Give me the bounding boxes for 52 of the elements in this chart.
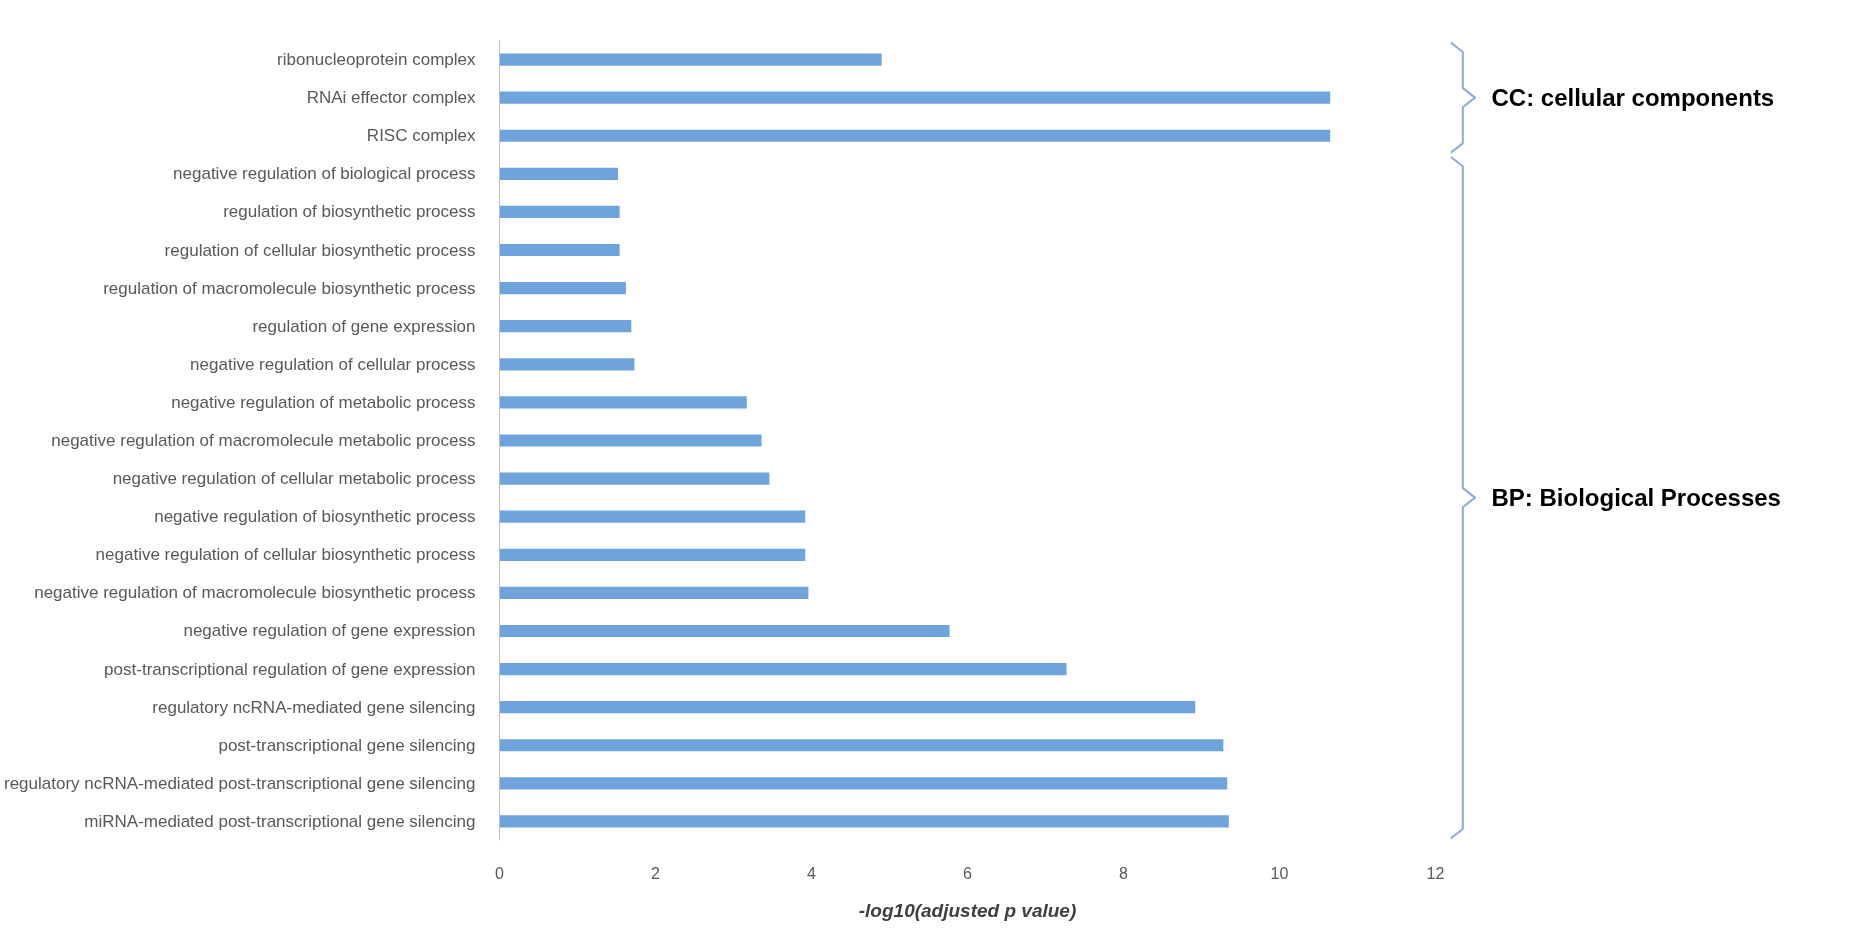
y-tick-label: RISC complex xyxy=(366,126,476,146)
x-tick-label: 0 xyxy=(495,864,505,882)
text: CC: cellular components xyxy=(1491,84,1775,112)
bar xyxy=(499,548,806,561)
y-tick-label: regulation of cellular biosynthetic process xyxy=(164,240,476,260)
bar xyxy=(499,358,635,371)
y-tick-label: post-transcriptional gene silencing xyxy=(218,735,476,755)
x-tick-label: 6 xyxy=(963,864,973,882)
y-tick-label: regulation of gene expression xyxy=(252,316,476,336)
y-tick-label: negative regulation of metabolic process xyxy=(171,392,476,412)
bar xyxy=(499,434,762,447)
y-tick-label: negative regulation of macromolecule biosynthetic process xyxy=(34,583,476,603)
y-tick-label: regulation of biosynthetic process xyxy=(223,202,476,222)
bar xyxy=(499,701,1196,714)
bar xyxy=(499,739,1224,752)
bar xyxy=(499,243,620,257)
x-tick-label: 8 xyxy=(1119,864,1129,882)
x-axis-title: -log10(adjusted p value) xyxy=(858,899,1077,921)
bar xyxy=(499,586,809,599)
bar xyxy=(499,167,619,180)
y-tick-label: negative regulation of cellular biosynthetic process xyxy=(95,545,476,565)
y-tick-label: negative regulation of gene expression xyxy=(183,621,476,641)
bar xyxy=(499,205,620,219)
y-tick-label: miRNA-mediated post-transcriptional gene silencing xyxy=(84,811,476,831)
bar xyxy=(499,282,626,295)
bar xyxy=(499,396,747,409)
bar xyxy=(499,472,770,485)
y-tick-label: negative regulation of cellular process xyxy=(190,354,476,374)
y-tick-label: negative regulation of biological process xyxy=(173,164,476,184)
bar xyxy=(499,624,950,638)
bar xyxy=(499,320,632,333)
y-tick-label: negative regulation of biosynthetic process xyxy=(154,507,476,527)
x-tick-label: 4 xyxy=(807,864,817,882)
y-tick-label: regulatory ncRNA-mediated post-transcriptional gene silencing xyxy=(3,773,476,793)
bar xyxy=(499,662,1067,676)
y-tick-label: ribonucleoprotein complex xyxy=(277,50,476,70)
bar xyxy=(499,815,1229,828)
bar xyxy=(499,91,1331,104)
x-tick-label: 10 xyxy=(1270,864,1289,882)
y-tick-label: regulation of macromolecule biosynthetic process xyxy=(103,278,476,298)
bar xyxy=(499,510,806,523)
x-tick-label: 2 xyxy=(651,864,661,882)
bar xyxy=(499,777,1228,790)
y-tick-label: negative regulation of macromolecule metabolic process xyxy=(51,431,476,450)
y-tick-label: negative regulation of cellular metabolic process xyxy=(112,469,476,489)
bar xyxy=(499,53,882,66)
text: BP: Biological Processes xyxy=(1491,484,1781,512)
y-tick-label: regulatory ncRNA-mediated gene silencing xyxy=(152,697,476,717)
y-tick-label: post-transcriptional regulation of gene expression xyxy=(104,659,476,679)
x-tick-label: 12 xyxy=(1426,864,1445,882)
y-tick-label: RNAi effector complex xyxy=(306,88,476,108)
bar xyxy=(499,129,1331,142)
